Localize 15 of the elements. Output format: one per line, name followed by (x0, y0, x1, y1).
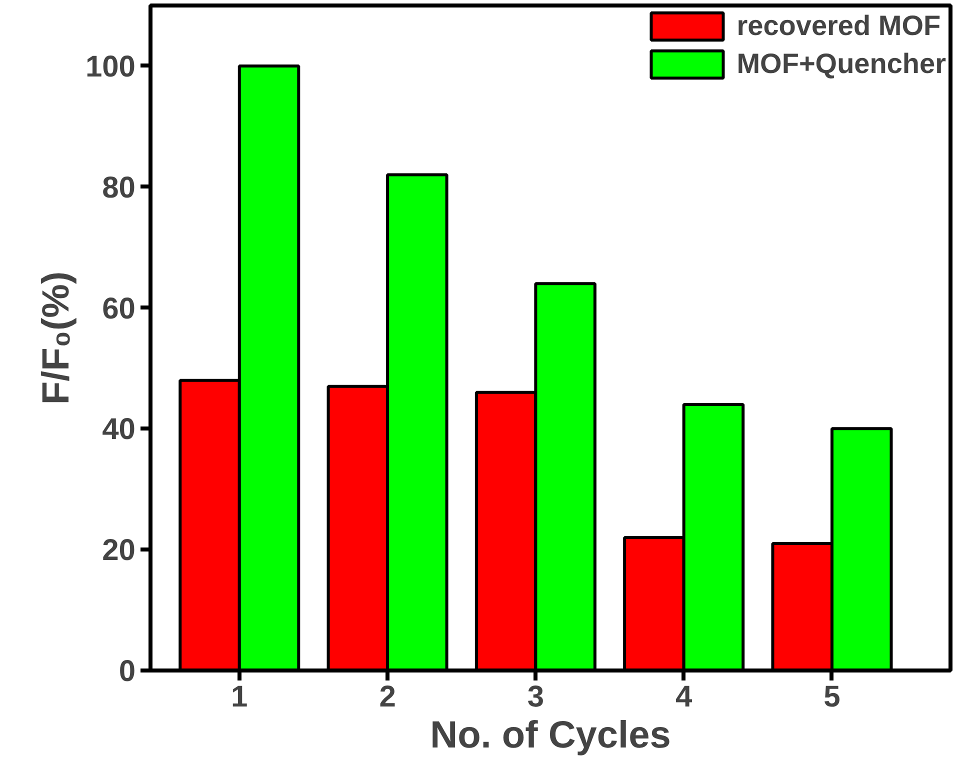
y-tick-label: 0 (118, 655, 136, 688)
x-tick-label: 4 (675, 680, 692, 714)
y-tick-label: 100 (85, 50, 136, 84)
x-tick-label: 3 (527, 680, 544, 714)
x-axis-title: No. of Cycles (430, 714, 671, 756)
y-tick-label: 40 (102, 413, 136, 446)
x-tick-label: 2 (379, 680, 396, 714)
y-tick-label: 60 (102, 292, 136, 326)
legend-label: recovered MOF (736, 10, 941, 42)
legend-label: MOF+Quencher (736, 48, 946, 80)
y-axis-title: F/F₀(%) (35, 271, 78, 405)
y-tick-label: 80 (102, 171, 136, 204)
y-tick-label: 20 (102, 534, 136, 568)
x-tick-label: 1 (231, 680, 248, 714)
x-tick-label: 5 (824, 680, 840, 714)
